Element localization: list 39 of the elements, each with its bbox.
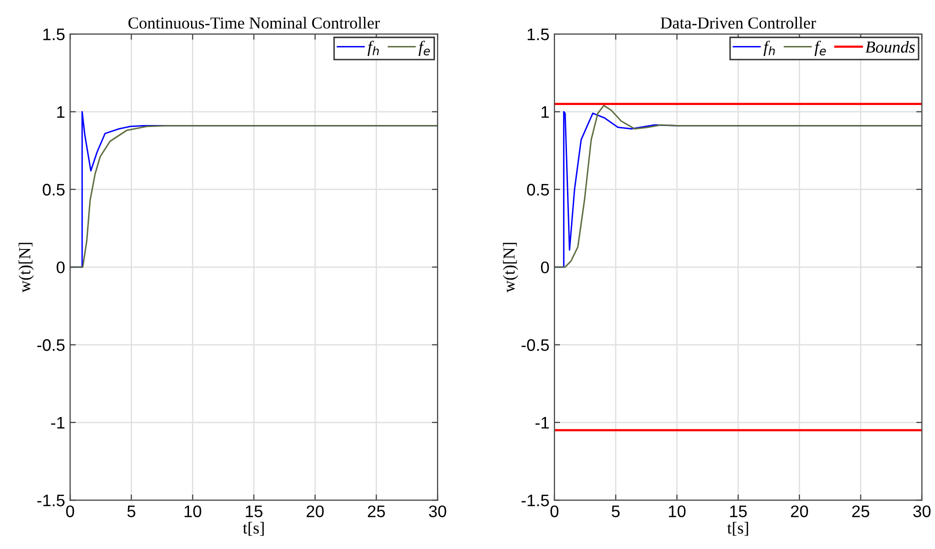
y-tick-label: 1.5: [528, 28, 549, 40]
x-tick-label: 15: [730, 506, 747, 518]
x-tick-label: 30: [428, 505, 446, 518]
y-tick-label: 1: [57, 106, 64, 118]
x-tick-label: 0: [550, 505, 558, 518]
y-tick-label: -0.5: [37, 339, 65, 351]
x-tick-label: 10: [184, 505, 202, 518]
chart-title: Continuous-Time Nominal Controller: [128, 16, 380, 29]
x-tick-label: 0: [66, 505, 74, 518]
y-tick-label: -1: [51, 417, 64, 428]
y-axis-title: w(t)[N]: [502, 242, 518, 293]
y-tick-label: 1: [542, 106, 549, 118]
y-tick-label: 1.5: [43, 28, 65, 40]
y-tick-label: 0.5: [42, 184, 65, 196]
x-tick-label: 25: [852, 505, 870, 518]
y-tick-label: -1: [536, 417, 549, 428]
x-tick-label: 20: [790, 505, 808, 518]
x-tick-label: 20: [306, 505, 324, 518]
legend-label: f$_{e}$: [814, 40, 826, 56]
x-axis-title: t[s]: [727, 522, 748, 536]
x-tick-label: 30: [913, 505, 931, 518]
y-tick-label: -1.5: [37, 494, 65, 506]
legend-label: f$_{e}$: [418, 40, 430, 56]
legend-label: f$_{h}$: [368, 40, 379, 56]
y-tick-label: -0.5: [522, 339, 549, 351]
y-tick-label: 0.5: [527, 184, 549, 196]
x-tick-label: 10: [668, 505, 686, 518]
legend-label: f$_{h}$: [764, 40, 775, 56]
x-tick-label: 5: [127, 506, 136, 518]
legend-label: Bounds: [865, 40, 915, 53]
y-tick-label: 0: [540, 261, 549, 274]
chart-title: Data-Driven Controller: [660, 16, 816, 29]
x-tick-label: 25: [368, 505, 385, 518]
y-tick-label: 0: [56, 261, 65, 274]
x-axis-title: t[s]: [242, 522, 264, 536]
y-tick-label: -1.5: [522, 494, 549, 506]
x-tick-label: 15: [246, 506, 262, 518]
y-axis-title: w(t)[N]: [18, 242, 34, 293]
x-tick-label: 5: [612, 506, 620, 518]
